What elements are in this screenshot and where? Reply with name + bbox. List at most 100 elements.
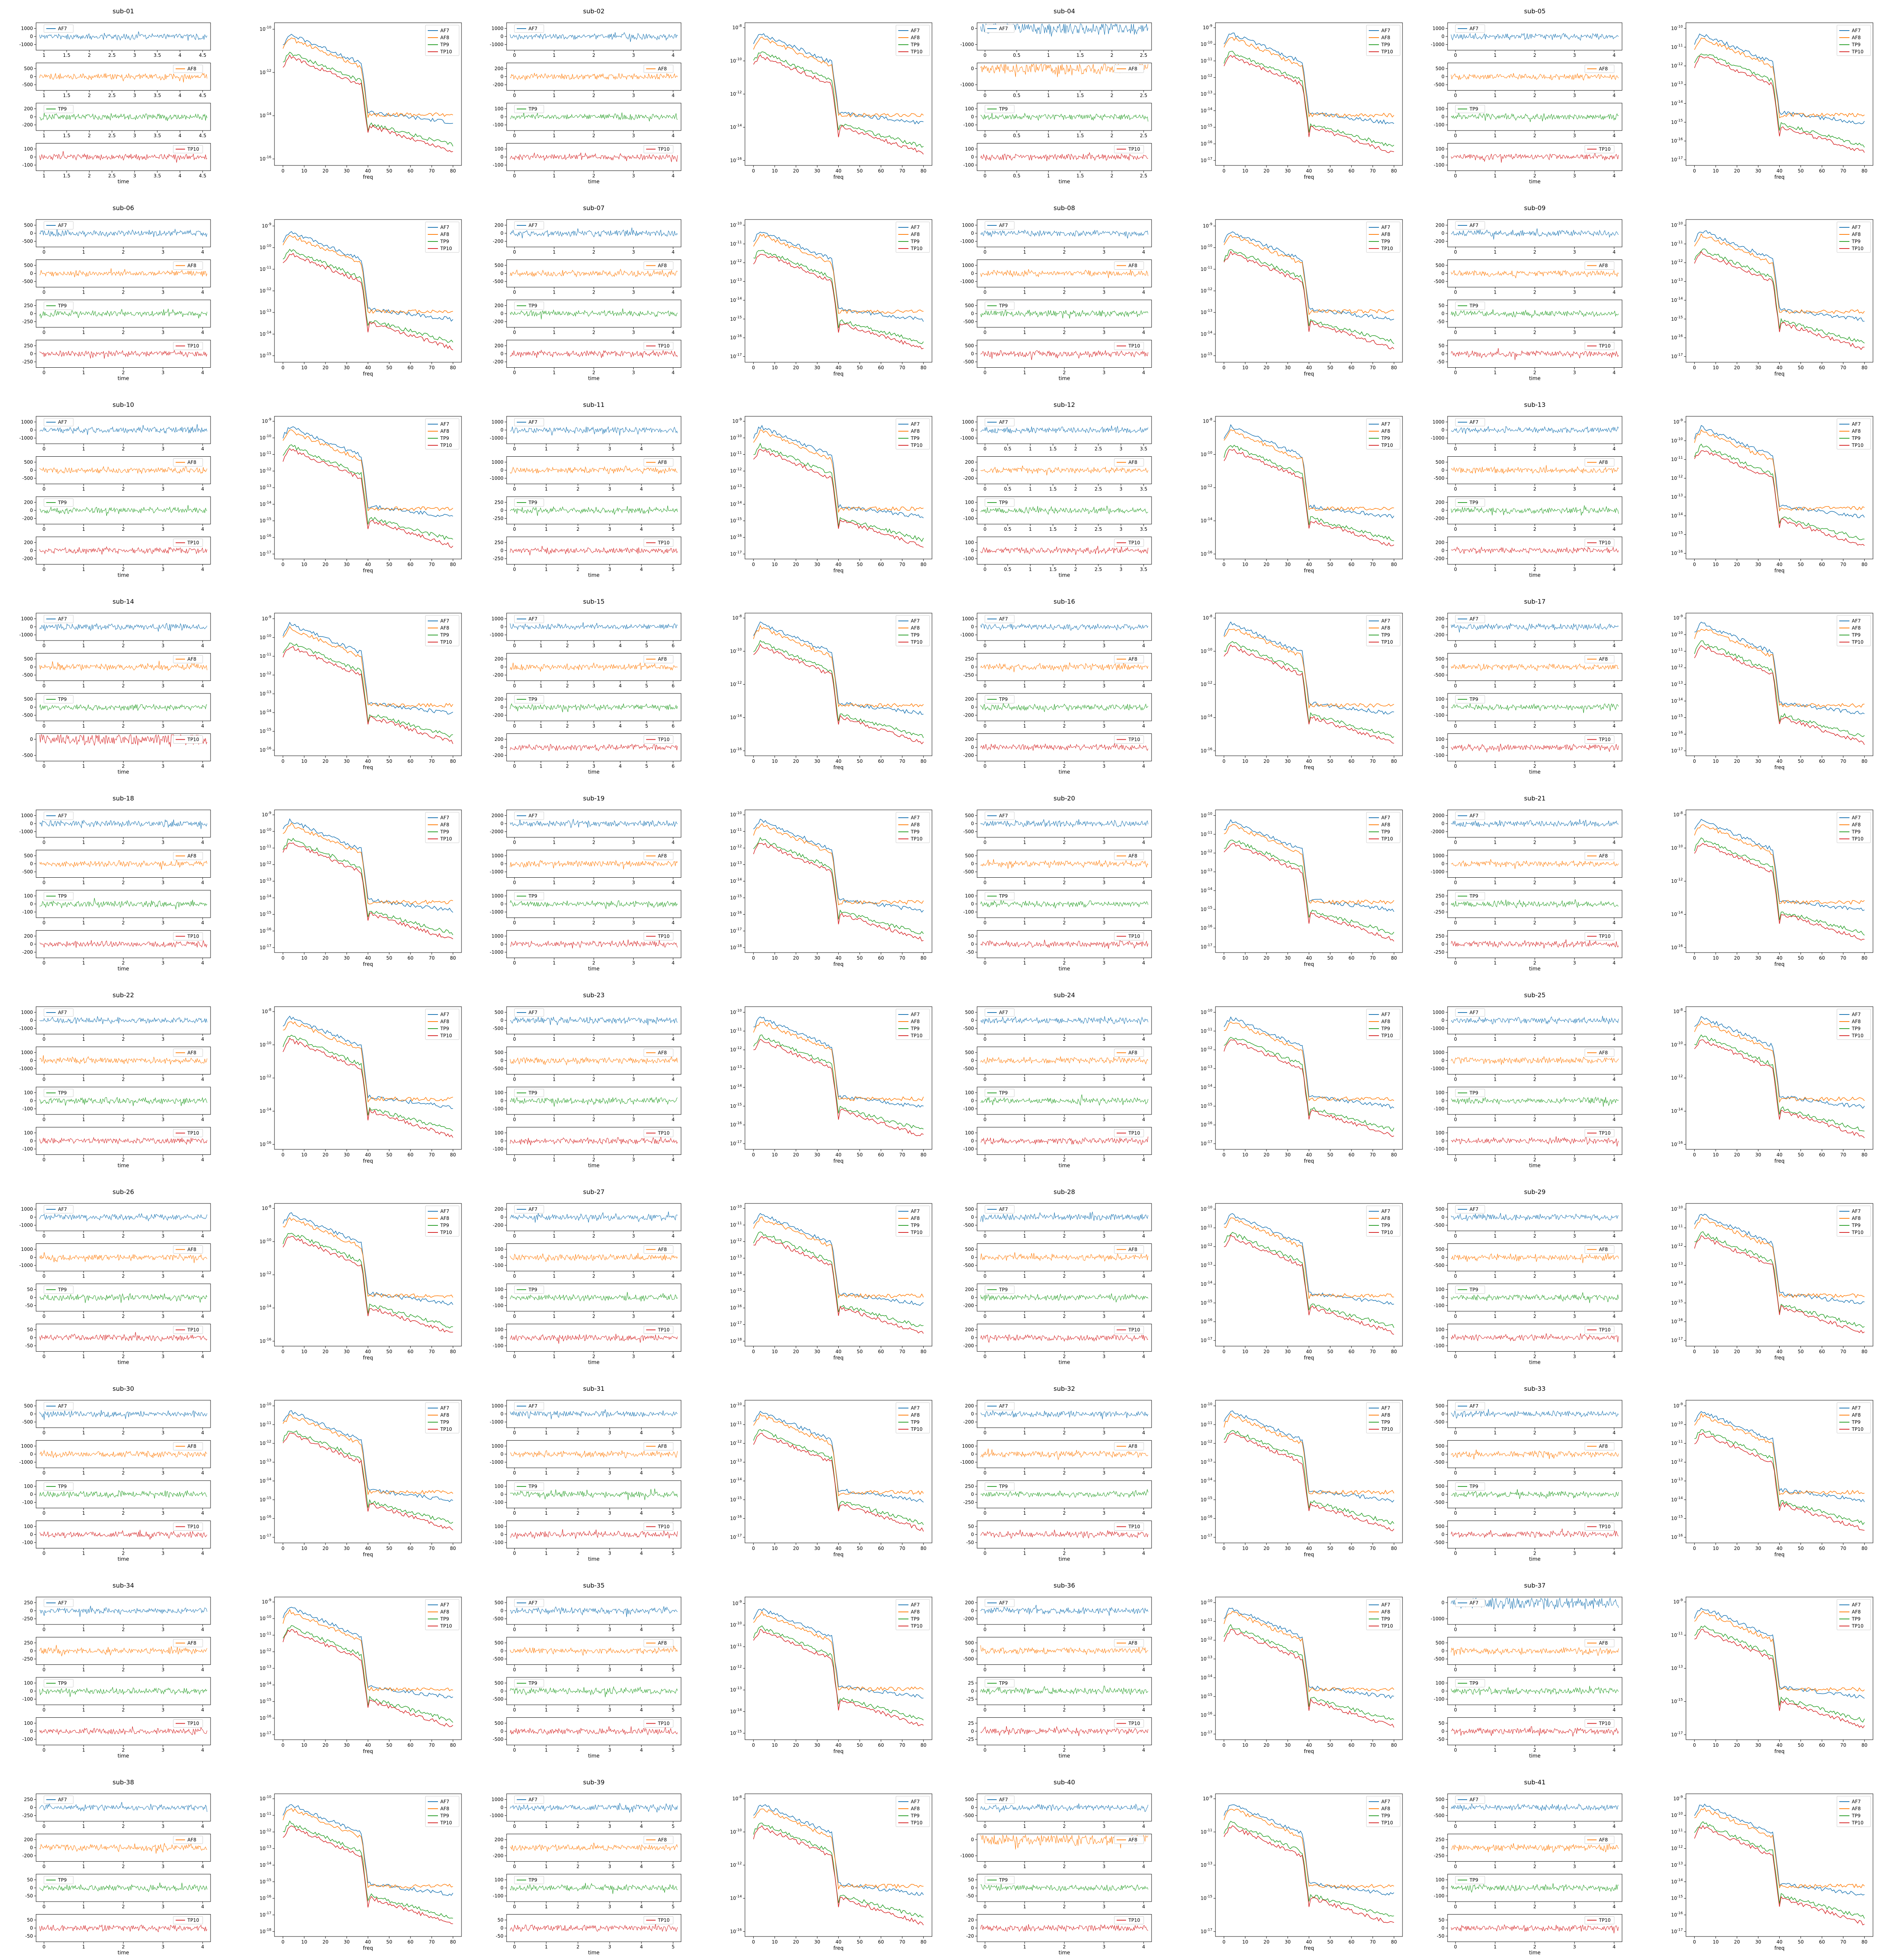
y-tick-label: 0 bbox=[30, 1452, 33, 1457]
y-tick-label: -1000 bbox=[19, 1459, 33, 1465]
y-tick-label: 10-16 bbox=[1201, 747, 1212, 753]
x-tick-label: 4 bbox=[201, 643, 204, 648]
legend-label: TP10 bbox=[187, 934, 199, 939]
y-tick-label: -100 bbox=[493, 1106, 503, 1112]
x-tick-label: 3 bbox=[632, 370, 635, 376]
freq-axis-label: freq bbox=[834, 1158, 844, 1164]
y-tick-label: 10-9 bbox=[732, 1600, 742, 1606]
x-tick-label: 3 bbox=[1103, 1510, 1106, 1516]
legend-box bbox=[514, 695, 544, 704]
y-tick-label: -100 bbox=[493, 1540, 503, 1545]
y-tick-label: 10-8 bbox=[732, 615, 742, 621]
legend: TP10 bbox=[643, 1523, 674, 1531]
legend-box bbox=[985, 892, 1015, 900]
x-tick-label: 2 bbox=[1063, 643, 1066, 648]
legend-label: AF8 bbox=[1381, 822, 1390, 828]
x-tick-label: 1 bbox=[42, 133, 45, 138]
y-tick-label: 500 bbox=[965, 1206, 974, 1212]
psd-line-af8 bbox=[753, 625, 924, 708]
x-tick-label: 50 bbox=[857, 1349, 863, 1354]
y-tick-label: 10-17 bbox=[260, 1731, 271, 1737]
x-tick-label: 0.5 bbox=[1004, 446, 1011, 452]
x-tick-label: 20 bbox=[793, 1152, 799, 1158]
y-tick-label: 0 bbox=[1441, 34, 1444, 39]
y-tick-label: 10-8 bbox=[1203, 418, 1213, 424]
legend-label: AF7 bbox=[911, 421, 920, 427]
x-tick-label: 4 bbox=[672, 1274, 675, 1279]
legend-box bbox=[173, 655, 203, 663]
legend-label: TP10 bbox=[910, 639, 923, 645]
freq-axis-label: freq bbox=[1304, 568, 1314, 574]
psd-line-tp10 bbox=[753, 449, 924, 548]
legend-label: TP9 bbox=[58, 500, 67, 505]
y-tick-label: 10-11 bbox=[1671, 44, 1683, 50]
x-tick-label: 3 bbox=[1119, 567, 1123, 572]
x-tick-label: 60 bbox=[1819, 562, 1825, 567]
legend-label: AF8 bbox=[1852, 822, 1861, 828]
x-tick-label: 2 bbox=[1533, 1036, 1537, 1042]
x-tick-label: 4 bbox=[1142, 1470, 1145, 1476]
legend-box bbox=[643, 735, 674, 744]
x-tick-label: 2 bbox=[122, 1117, 125, 1122]
subject-title: sub-23 bbox=[583, 991, 605, 999]
trace-af7 bbox=[39, 31, 207, 41]
x-tick-label: 10 bbox=[301, 1349, 307, 1354]
time-axis-label: time bbox=[1529, 179, 1540, 185]
x-tick-label: 1 bbox=[82, 764, 85, 769]
y-tick-label: 0 bbox=[30, 34, 33, 39]
x-tick-label: 1 bbox=[553, 1314, 556, 1319]
psd-panel: 0 10 20 30 40 50 60 70 80freq10-810-1010-1210-14… bbox=[1671, 809, 1873, 967]
legend: TP9 bbox=[44, 1482, 74, 1491]
y-tick-label: 500 bbox=[965, 1009, 974, 1015]
x-tick-label: 2 bbox=[122, 1470, 125, 1476]
x-tick-label: 3 bbox=[632, 1354, 635, 1359]
legend-label: AF8 bbox=[440, 1412, 449, 1418]
legend-label: AF7 bbox=[1852, 1405, 1861, 1411]
legend-box bbox=[985, 498, 1015, 507]
psd-panel: 0 10 20 30 40 50 60 70 80freq10-810-1010-1210-14… bbox=[260, 1006, 462, 1164]
x-tick-label: 60 bbox=[878, 1742, 884, 1748]
x-tick-label: 1.5 bbox=[63, 53, 70, 58]
y-tick-label: 0 bbox=[971, 271, 974, 276]
x-tick-label: 0 bbox=[983, 133, 986, 138]
x-tick-label: 80 bbox=[450, 1546, 456, 1551]
y-tick-label: -100 bbox=[22, 1737, 33, 1742]
freq-axis-label: freq bbox=[363, 568, 373, 574]
legend-box bbox=[44, 811, 74, 820]
legend-label: TP10 bbox=[1381, 1230, 1393, 1235]
trace-tp10 bbox=[510, 743, 678, 751]
legend-label: TP10 bbox=[440, 443, 452, 448]
x-tick-label: 0 bbox=[513, 1551, 516, 1556]
legend-box bbox=[44, 615, 74, 623]
x-tick-label: 2 bbox=[88, 133, 91, 138]
x-tick-label: 4 bbox=[619, 683, 622, 689]
legend-label: TP10 bbox=[910, 1033, 923, 1038]
x-tick-label: 1 bbox=[82, 446, 85, 452]
legend: AF8 bbox=[1114, 1245, 1144, 1254]
x-tick-label: 20 bbox=[793, 955, 799, 961]
y-tick-label: -500 bbox=[22, 672, 33, 678]
x-tick-label: 3 bbox=[632, 133, 635, 138]
legend-label: TP9 bbox=[58, 1681, 67, 1686]
x-tick-label: 1 bbox=[1023, 880, 1026, 886]
legend: TP10 bbox=[1114, 342, 1144, 350]
x-tick-label: 1 bbox=[1023, 1157, 1026, 1163]
legend: AF8 bbox=[173, 1049, 203, 1057]
legend-box bbox=[1584, 65, 1615, 73]
x-tick-label: 60 bbox=[878, 168, 884, 174]
x-tick-label: 2 bbox=[576, 567, 579, 572]
x-tick-label: 3 bbox=[1573, 370, 1576, 376]
y-tick-label: 500 bbox=[494, 1720, 503, 1726]
x-tick-label: 10 bbox=[301, 365, 307, 370]
y-tick-label: -1000 bbox=[19, 1223, 33, 1228]
x-tick-label: 2 bbox=[592, 290, 596, 295]
